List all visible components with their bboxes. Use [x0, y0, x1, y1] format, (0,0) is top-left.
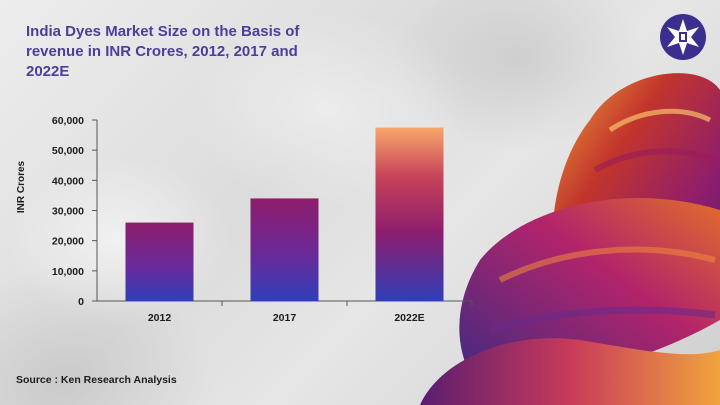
- bar-2012: [125, 222, 194, 301]
- x-tick-label: 2017: [273, 312, 297, 324]
- plot-area: 0 10,000 20,000 30,000 40,000 50,000 60,000 201…: [52, 115, 473, 324]
- y-tick-label: 40,000: [52, 175, 84, 187]
- source-note: Source : Ken Research Analysis: [16, 374, 177, 386]
- y-tick-label: 50,000: [52, 145, 84, 157]
- y-tick-label: 0: [78, 296, 84, 308]
- ken-research-star-icon: [660, 14, 706, 60]
- y-tick-label: 10,000: [52, 266, 84, 278]
- y-tick-label: 30,000: [52, 206, 84, 218]
- y-tick-label: 20,000: [52, 236, 84, 248]
- y-tick-label: 60,000: [52, 115, 84, 127]
- x-tick-label: 2022E: [394, 312, 424, 324]
- dyed-yarn-skeins-image: [420, 73, 720, 405]
- bar-2022E: [375, 127, 444, 302]
- x-tick-label: 2012: [148, 312, 172, 324]
- y-axis-title: INR Crores: [16, 160, 27, 213]
- chart-title: India Dyes Market Size on the Basis of r…: [26, 23, 300, 80]
- bar-2017: [250, 198, 319, 301]
